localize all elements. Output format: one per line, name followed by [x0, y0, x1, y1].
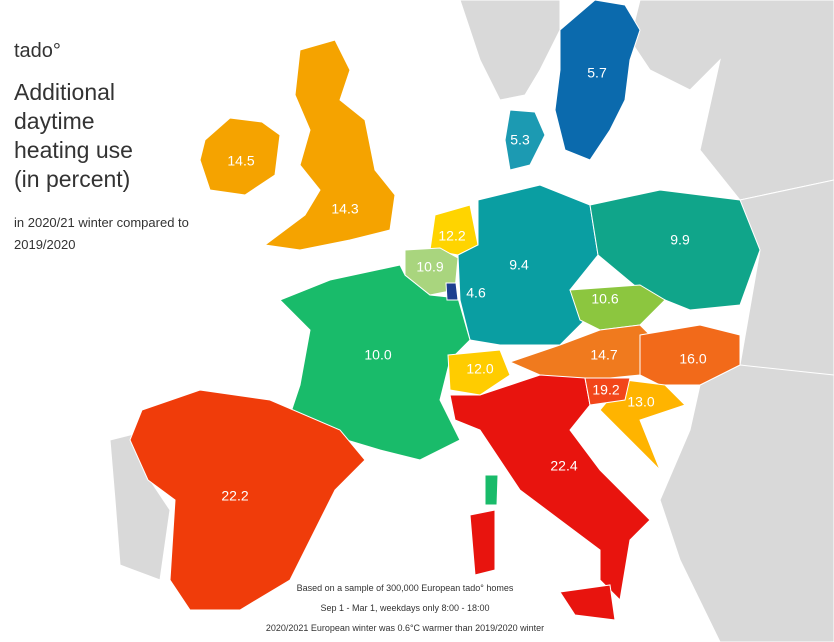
region-label: 19.2: [592, 382, 619, 398]
region-label: 16.0: [679, 351, 706, 367]
footnotes: Based on a sample of 300,000 European ta…: [240, 578, 570, 638]
region-label: 22.4: [550, 458, 577, 474]
region: [469, 509, 496, 576]
region: [484, 474, 499, 506]
region-label: 5.7: [587, 65, 607, 81]
land: [629, 0, 834, 201]
land: [659, 364, 834, 642]
region-label: 10.9: [416, 259, 443, 275]
region: [559, 584, 616, 621]
footnote: Based on a sample of 300,000 European ta…: [296, 583, 514, 593]
title: Additional daytime heating use (in perce…: [14, 79, 133, 192]
region-label: 9.9: [670, 232, 690, 248]
region-labels: 14.5 14.3 5.7 5.3 12.2 10.9 4.6 9.4 9.9 …: [221, 65, 706, 504]
region: [199, 117, 281, 196]
region-label: 12.2: [438, 228, 465, 244]
background-countries: [109, 0, 834, 642]
region-label: 12.0: [466, 361, 493, 377]
region-label: 14.3: [331, 201, 358, 217]
region-label: 10.6: [591, 291, 618, 307]
region: [554, 0, 641, 161]
region: [129, 389, 366, 611]
region-label: 14.5: [227, 153, 254, 169]
region-label: 9.4: [509, 257, 529, 273]
region-label: 10.0: [364, 347, 391, 363]
region: [584, 377, 631, 406]
region-label: 5.3: [510, 132, 530, 148]
footnote: Sep 1 - Mar 1, weekdays only 8:00 - 18:0…: [320, 603, 490, 613]
land: [459, 0, 561, 101]
region: [447, 349, 511, 396]
region: [639, 324, 741, 386]
land: [739, 179, 834, 381]
region: [589, 189, 761, 311]
region-label: 4.6: [466, 285, 486, 301]
brand: tado°: [14, 40, 61, 62]
region-label: 13.0: [627, 394, 654, 410]
region: [449, 374, 651, 602]
region-label: 22.2: [221, 488, 248, 504]
region: [599, 379, 686, 471]
footnote: 2020/2021 European winter was 0.6°C warm…: [265, 623, 545, 633]
region: [504, 109, 546, 171]
subtitle: in 2020/21 winter compared to 2019/2020: [14, 215, 189, 252]
region: [445, 282, 459, 301]
region-label: 14.7: [590, 347, 617, 363]
region: [263, 39, 396, 251]
